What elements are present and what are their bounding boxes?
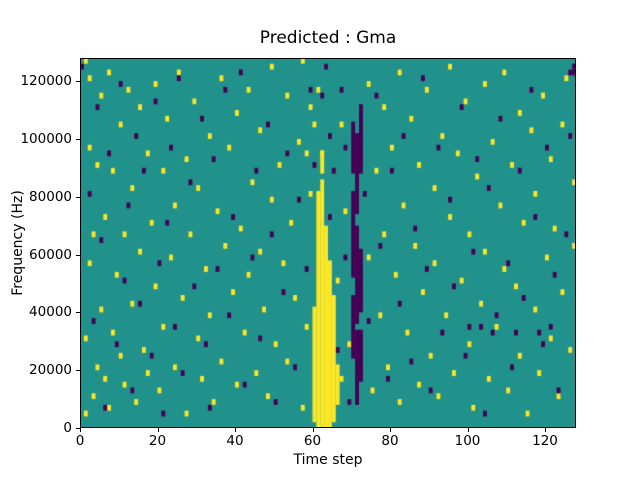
y-tick-mark: [76, 254, 80, 256]
y-tick-mark: [76, 138, 80, 140]
x-tick-label: 60: [303, 433, 322, 449]
x-tick-label: 80: [381, 433, 399, 449]
chart-title: Predicted : Gma: [259, 28, 397, 48]
y-tick-label: 100000: [20, 130, 72, 147]
y-tick-label: 40000: [29, 304, 72, 321]
y-tick-label: 80000: [29, 188, 72, 205]
x-tick-label: 40: [226, 433, 244, 449]
heatmap-canvas: [80, 58, 576, 428]
y-axis-label: Frequency (Hz): [10, 190, 26, 296]
plot-area: [80, 58, 576, 428]
x-tick-mark: [467, 428, 469, 432]
x-tick-label: 0: [75, 433, 85, 449]
y-tick-mark: [76, 370, 80, 372]
x-tick-label: 120: [532, 433, 558, 449]
x-tick-mark: [80, 428, 81, 432]
y-tick-mark: [76, 81, 80, 83]
y-tick-label: 60000: [29, 246, 72, 263]
x-tick-mark: [157, 428, 159, 432]
y-tick-mark: [76, 312, 80, 314]
y-tick-label: 120000: [20, 73, 72, 90]
y-tick-label: 0: [63, 420, 72, 436]
x-tick-mark: [390, 428, 391, 432]
x-tick-label: 20: [148, 433, 167, 449]
x-tick-label: 100: [454, 433, 481, 449]
y-tick-mark: [76, 428, 80, 429]
x-tick-mark: [235, 428, 236, 432]
x-tick-mark: [545, 428, 546, 432]
x-tick-mark: [312, 428, 314, 432]
y-tick-label: 20000: [29, 362, 72, 379]
x-axis-label: Time step: [293, 452, 363, 468]
y-tick-mark: [76, 196, 80, 198]
